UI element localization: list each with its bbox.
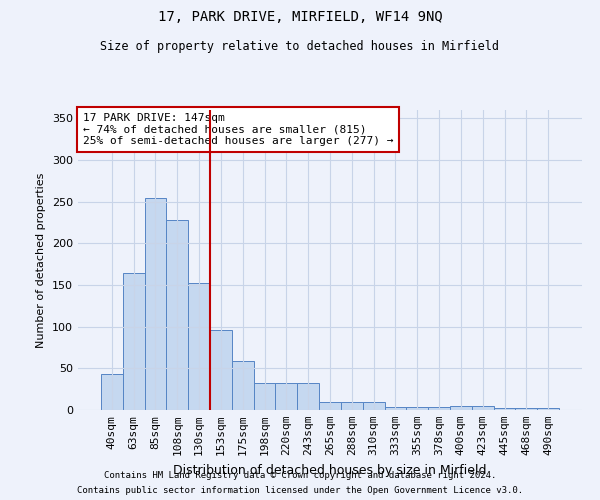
Bar <box>319 402 341 410</box>
Bar <box>123 272 145 410</box>
Bar <box>101 374 123 410</box>
Bar <box>385 406 406 410</box>
Bar <box>450 406 472 410</box>
Bar <box>232 361 254 410</box>
Bar <box>297 384 319 410</box>
Bar <box>145 198 166 410</box>
Text: 17, PARK DRIVE, MIRFIELD, WF14 9NQ: 17, PARK DRIVE, MIRFIELD, WF14 9NQ <box>158 10 442 24</box>
Y-axis label: Number of detached properties: Number of detached properties <box>37 172 46 348</box>
Bar <box>472 406 494 410</box>
Bar <box>275 384 297 410</box>
Bar <box>188 284 210 410</box>
Bar <box>515 408 537 410</box>
Text: Contains public sector information licensed under the Open Government Licence v3: Contains public sector information licen… <box>77 486 523 495</box>
Bar <box>537 408 559 410</box>
X-axis label: Distribution of detached houses by size in Mirfield: Distribution of detached houses by size … <box>173 464 487 476</box>
Text: Size of property relative to detached houses in Mirfield: Size of property relative to detached ho… <box>101 40 499 53</box>
Bar <box>210 330 232 410</box>
Bar <box>406 406 428 410</box>
Text: Contains HM Land Registry data © Crown copyright and database right 2024.: Contains HM Land Registry data © Crown c… <box>104 471 496 480</box>
Bar <box>254 384 275 410</box>
Bar <box>428 406 450 410</box>
Bar <box>363 402 385 410</box>
Bar <box>341 402 363 410</box>
Bar <box>494 408 515 410</box>
Bar <box>166 220 188 410</box>
Text: 17 PARK DRIVE: 147sqm
← 74% of detached houses are smaller (815)
25% of semi-det: 17 PARK DRIVE: 147sqm ← 74% of detached … <box>83 113 394 146</box>
